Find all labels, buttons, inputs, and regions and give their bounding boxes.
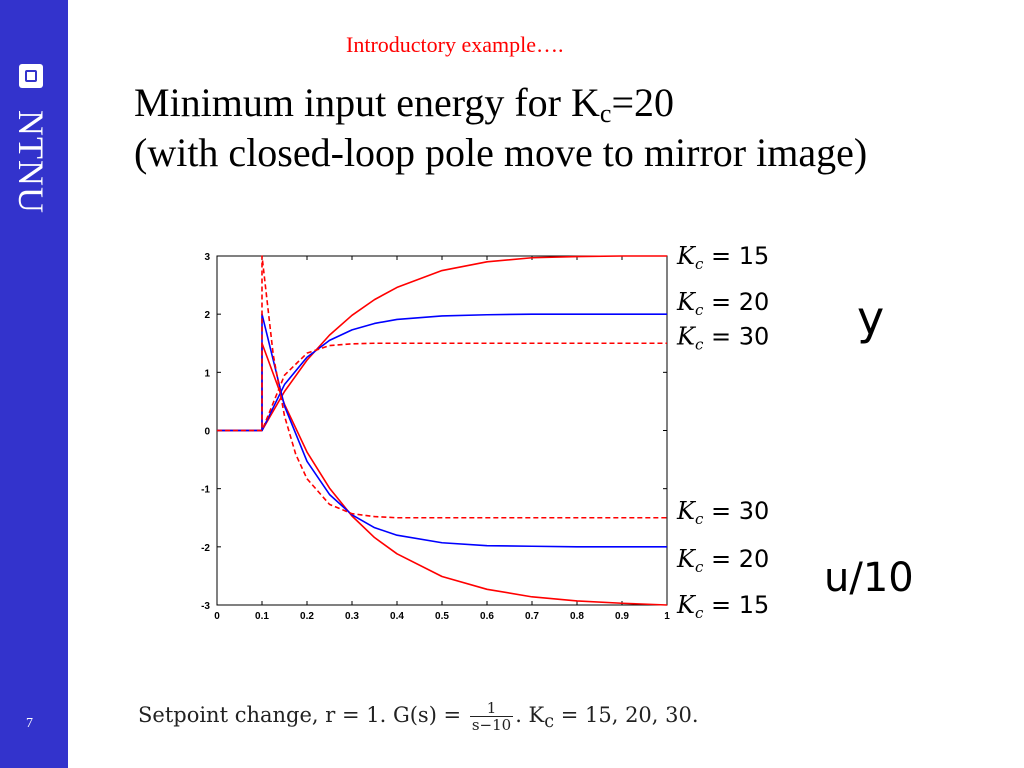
- ntnu-logo-icon: [19, 64, 43, 88]
- series-line-u-kc30: [217, 255, 667, 519]
- x-tick-label: 0: [214, 611, 220, 622]
- x-tick-label: 0.1: [255, 611, 269, 622]
- y-tick-label: -1: [201, 485, 210, 496]
- x-tick-label: 0.2: [300, 611, 314, 622]
- plot-frame: [216, 255, 668, 606]
- kc-label-u-2: Kc = 15: [676, 591, 769, 622]
- x-tick-label: 0.5: [435, 611, 449, 622]
- x-tick-label: 0.7: [525, 611, 539, 622]
- title-line-1-text: Minimum input energy for K: [134, 80, 600, 125]
- y-tick-label: 1: [204, 368, 210, 379]
- title-line-2: (with closed-loop pole move to mirror im…: [134, 130, 868, 175]
- x-tick-label: 0.6: [480, 611, 494, 622]
- series-line-y-kc20: [217, 313, 667, 432]
- slide-title: Minimum input energy for Kc=20 (with clo…: [134, 78, 1014, 178]
- y-tick-label: 2: [204, 310, 210, 321]
- caption-suffix: . K: [515, 703, 545, 727]
- caption-prefix: Setpoint change, r = 1. G(s) =: [138, 703, 468, 727]
- x-tick-label: 1: [664, 611, 670, 622]
- y-group-label: y: [857, 291, 884, 345]
- title-line-1-value: =20: [611, 80, 674, 125]
- title-line-1: Minimum input energy for Kc=20: [134, 78, 1014, 128]
- series-line-u-kc15: [217, 342, 668, 606]
- caption-values: = 15, 20, 30.: [554, 703, 699, 727]
- kc-label-y-0: Kc = 15: [676, 242, 769, 273]
- fraction-denominator: s−10: [471, 716, 512, 734]
- transfer-function-fraction: 1 s−10: [469, 700, 514, 734]
- series-line-y-kc15: [217, 255, 667, 432]
- x-tick-label: 0.9: [615, 611, 629, 622]
- y-tick-label: 0: [204, 427, 210, 438]
- page-number: 7: [26, 716, 33, 731]
- logo-text: NTNU: [11, 110, 51, 214]
- u-group-label: u/10: [824, 555, 914, 601]
- x-tick-label: 0.8: [570, 611, 584, 622]
- x-tick-label: 0.4: [390, 611, 404, 622]
- y-tick-label: 3: [204, 252, 210, 263]
- x-tick-label: 0.3: [345, 611, 359, 622]
- kc-label-u-1: Kc = 20: [676, 545, 769, 576]
- series-line-u-kc20: [217, 313, 667, 548]
- sidebar: NTNU 7: [0, 0, 68, 768]
- title-subscript: c: [599, 99, 612, 128]
- slide-subtitle: Introductory example….: [346, 32, 564, 57]
- series-line-y-kc30: [217, 342, 667, 432]
- fraction-numerator: 1: [469, 700, 514, 717]
- kc-label-y-1: Kc = 20: [676, 288, 769, 319]
- caption-subscript: c: [544, 712, 555, 733]
- kc-label-y-2: Kc = 30: [676, 322, 769, 353]
- y-tick-label: -3: [201, 601, 210, 612]
- step-response-chart: 0 0.1 0.2 0.3 0.4 0.5 0.6 0.7 0.8 0.9 1 3 2 1 0 -1 -2 -3 K…: [201, 242, 914, 622]
- y-tick-label: -2: [201, 543, 210, 554]
- caption: Setpoint change, r = 1. G(s) = 1 s−10. Kc…: [138, 700, 699, 733]
- kc-label-u-0: Kc = 30: [676, 497, 769, 528]
